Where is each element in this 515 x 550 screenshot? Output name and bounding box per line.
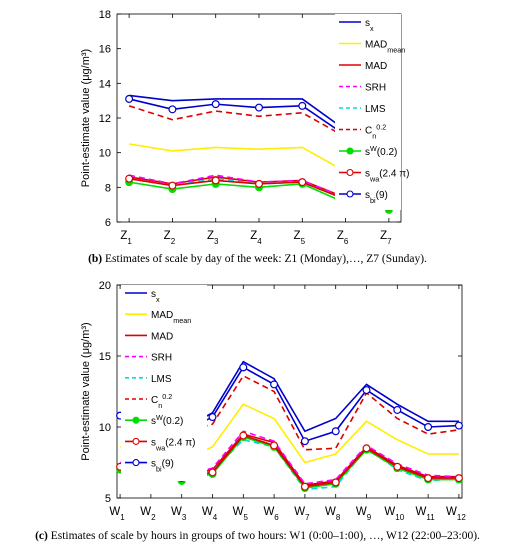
series-point-swa-2-4- [362,444,371,453]
series-point-swa-2-4- [424,474,433,483]
y-axis-label: Point-estimate value (μg/m³) [80,322,92,460]
x-tick-label-w4: W4 [202,506,218,522]
legend-marker-sbi-9- [132,459,140,467]
legend-label-sw-0-2-: sW(0.2) [151,413,183,428]
legend-label-sx: sx [151,289,160,304]
x-tick-label-w12: W12 [446,506,466,522]
x-tick-label-w6: W6 [263,506,279,522]
legend-label-sbi-9-: sbi(9) [365,190,388,205]
x-tick-label-z5: Z5 [294,230,306,246]
plot-frame [116,284,463,499]
legend-marker-sw-0-2- [346,147,354,155]
x-tick-label-z6: Z6 [337,230,349,246]
x-tick-label-w1: W1 [109,506,125,522]
chart-c: 5 10 15 20 W1 W2 W3 W4 W5 W6 W7 W8 W9 W10 W11 W12 Point-… [80,280,466,522]
series-point-swa-2-4- [239,431,248,440]
legend-marker-swa-2-4- [132,437,140,445]
legend-label-srh: SRH [151,353,172,364]
series-point-sbi-9- [424,423,433,432]
y-tick-label: 8 [105,182,111,194]
series-point-swa-2-4- [168,181,177,190]
caption-c: (c) Estimates of scale by hours in group… [35,530,480,542]
x-tick-label-w7: W7 [294,506,310,522]
legend-label-srh: SRH [365,83,386,94]
legend-marker-swa-2-4- [346,168,354,177]
x-tick-label-z3: Z3 [207,230,219,246]
legend-label-sw-0-2-: sW(0.2) [365,144,397,159]
legend-label-cn0-2: Cn0.2 [365,122,386,140]
series-point-sbi-9- [208,413,217,422]
y-tick-label: 10 [99,422,111,434]
series-line-srh [120,430,459,485]
series-point-swa-2-4- [298,178,307,187]
series-line-cn0-2 [128,105,390,154]
legend-label-swa-2-4-: swa(2.4 π) [365,169,409,184]
legend-label-sx: sx [365,18,374,33]
series-point-swa-2-4- [255,179,264,188]
series-point-swa-2-4- [125,174,134,183]
x-tick-label-w8: W8 [325,506,341,522]
series-point-swa-2-4- [331,478,340,487]
x-tick-label-w2: W2 [140,506,156,522]
series-point-sbi-9- [168,105,177,114]
series-point-sbi-9- [211,100,220,109]
series-point-swa-2-4- [300,482,309,491]
y-tick-label: 6 [105,217,111,229]
y-tick-label: 18 [99,9,111,21]
x-tick-label-w5: W5 [233,506,249,522]
x-tick-label-z1: Z1 [120,230,132,246]
series-point-swa-2-4- [208,468,217,477]
legend-label-mad: MAD [365,61,387,72]
series-point-swa-2-4- [454,474,463,483]
series-point-sbi-9- [393,405,402,414]
legend-box [335,14,401,210]
legend-label-lms: LMS [365,104,386,115]
series-point-sbi-9- [362,386,371,395]
y-tick-label: 5 [105,493,111,505]
series-point-swa-2-4- [270,441,279,450]
series-point-sbi-9- [255,103,264,112]
legend-label-swa-2-4-: swa(2.4 π) [151,437,195,452]
legend-marker-sbi-9- [346,190,354,198]
legend-label-lms: LMS [151,374,172,385]
x-tick-label-z7: Z7 [380,230,392,246]
x-tick-label-w3: W3 [171,506,187,522]
legend-label-sbi-9-: sbi(9) [151,459,174,474]
series-point-sbi-9- [239,363,248,372]
series-point-sbi-9- [300,437,309,446]
y-tick-label: 16 [99,44,111,56]
x-tick-label-w9: W9 [356,506,372,522]
series-point-sbi-9- [454,421,463,430]
legend-box [121,285,207,481]
series-point-sbi-9- [270,380,279,389]
legend-label-madmean: MADmean [151,310,191,325]
series-point-sbi-9- [298,101,307,110]
y-axis-label: Point-estimate value (μg/m³) [80,49,92,187]
legend-label-cn0-2: Cn0.2 [151,392,172,410]
series-point-swa-2-4- [211,176,220,185]
series-point-swa-2-4- [393,462,402,471]
legend-label-madmean: MADmean [365,40,405,55]
legend-marker-sw-0-2- [132,416,140,424]
legend-label-mad: MAD [151,331,173,342]
y-tick-label: 10 [99,148,111,160]
caption-b: (b) Estimates of scale by day of the wee… [88,253,427,265]
chart-b: 6 8 10 12 14 16 18 Z1 Z2 Z3 Z4 Z5 Z6 Z7 Point-estimate… [80,9,409,246]
y-tick-label: 14 [99,78,111,90]
y-tick-label: 20 [99,280,111,292]
x-tick-label-z2: Z2 [164,230,176,246]
series-point-sbi-9- [331,427,340,436]
x-tick-label-w10: W10 [384,506,404,522]
x-tick-label-z4: Z4 [250,230,262,246]
series-point-sbi-9- [125,94,134,103]
y-tick-label: 15 [99,351,111,363]
x-tick-label-w11: W11 [416,506,436,522]
y-tick-label: 12 [99,113,111,125]
